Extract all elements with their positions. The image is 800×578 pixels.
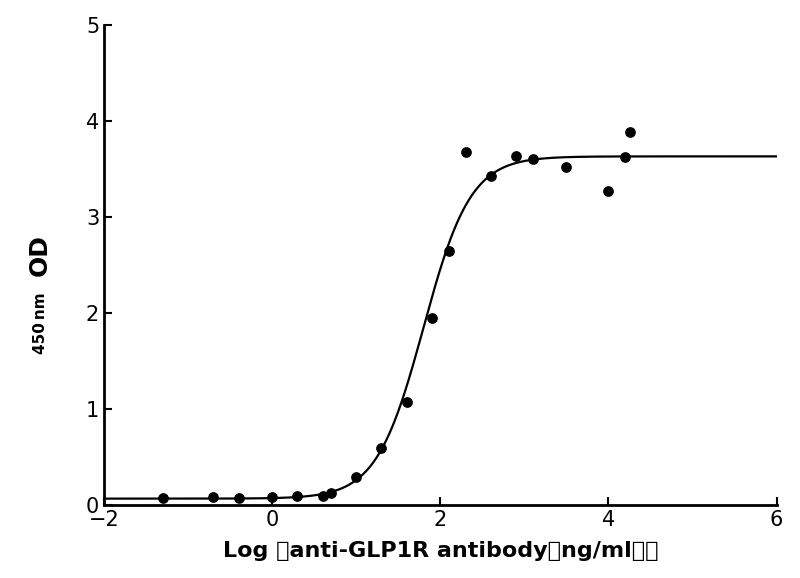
Point (619, 153, 632, 162)
Point (375, 443, 388, 453)
Point (400, 397, 413, 406)
Point (316, 491, 329, 501)
Point (623, 128, 636, 137)
Point (560, 162, 573, 172)
Point (459, 147, 472, 156)
Text: 450 nm: 450 nm (33, 292, 47, 354)
Point (526, 155, 539, 164)
Point (207, 492, 220, 501)
Point (350, 472, 362, 481)
Point (484, 171, 497, 180)
Point (157, 493, 170, 502)
Point (291, 491, 304, 501)
Text: OD: OD (28, 235, 52, 276)
Point (602, 186, 615, 195)
Point (266, 492, 278, 501)
Point (325, 488, 338, 498)
Point (442, 246, 455, 255)
X-axis label: Log （anti-GLP1R antibody（ng/ml））: Log （anti-GLP1R antibody（ng/ml）） (222, 542, 658, 561)
Point (232, 493, 245, 502)
Point (510, 152, 522, 161)
Point (426, 313, 438, 323)
